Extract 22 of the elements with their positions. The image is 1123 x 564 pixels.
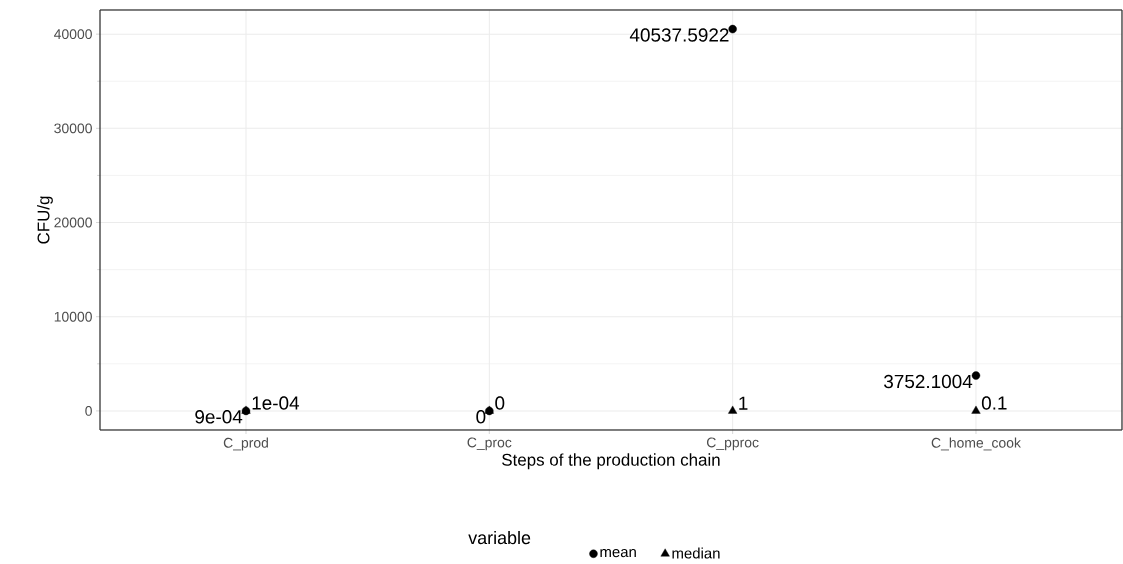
y-tick-label: 30000 xyxy=(54,123,92,134)
data-label: 1 xyxy=(739,396,748,410)
x-tick-label: C_proc xyxy=(467,437,512,451)
data-label: 9e-04 xyxy=(195,410,243,424)
y-tick-label: 40000 xyxy=(54,29,92,40)
data-label: 0 xyxy=(495,396,505,410)
data-label: 0.1 xyxy=(981,396,1007,410)
x-tick-label: C_pproc xyxy=(706,437,759,451)
x-axis-title: Steps of the production chain xyxy=(502,453,720,470)
x-tick-label: C_home_cook xyxy=(931,437,1021,451)
legend-title: variable xyxy=(468,531,531,545)
data-label: 1e-04 xyxy=(252,396,300,410)
data-label: 3752.1004 xyxy=(884,374,973,389)
y-tick-label: 10000 xyxy=(54,311,92,322)
x-tick-label: C_prod xyxy=(223,437,268,451)
legend-label: mean xyxy=(600,549,636,558)
legend-label: median xyxy=(672,547,720,559)
data-label: 40537.5922 xyxy=(629,28,729,42)
y-tick-label: 20000 xyxy=(54,217,92,228)
data-label: 0 xyxy=(476,410,486,424)
y-axis-title: CFU/g xyxy=(37,196,53,244)
y-tick-label: 0 xyxy=(85,406,92,416)
